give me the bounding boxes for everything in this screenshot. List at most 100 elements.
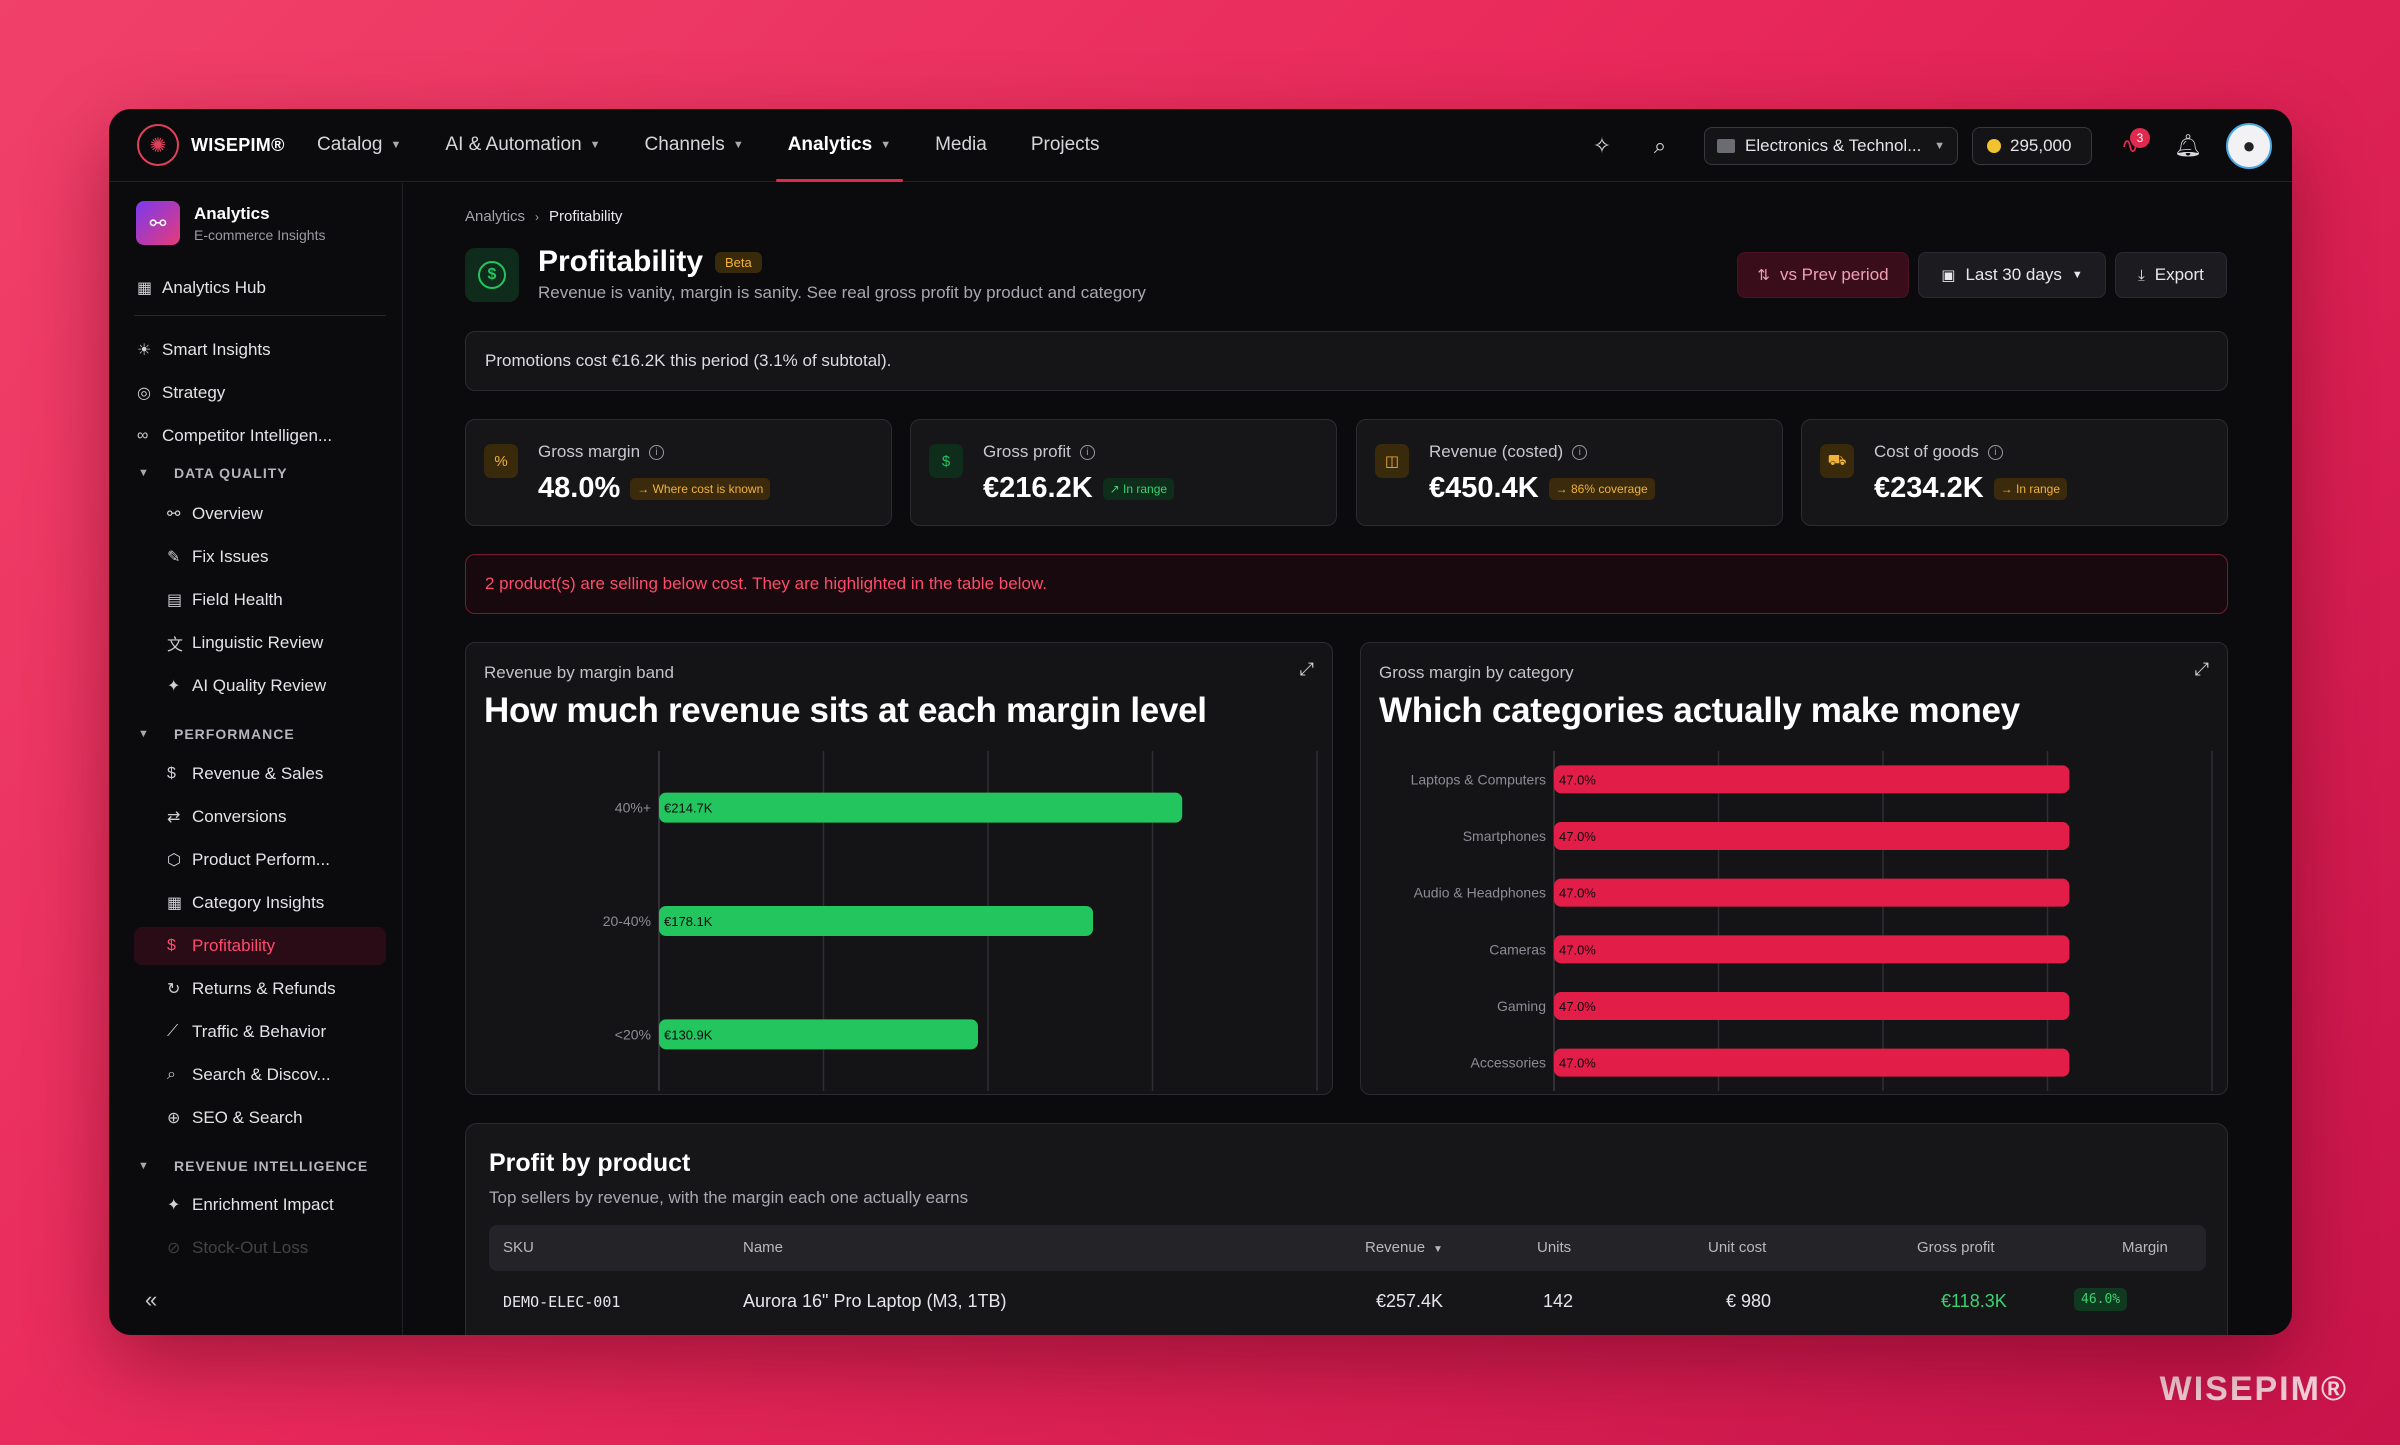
search-icon: ⌕: [167, 1066, 176, 1083]
category-label: Accessories: [1471, 1055, 1546, 1071]
column-header-gross-profit[interactable]: Gross profit: [1917, 1239, 1995, 1256]
info-icon[interactable]: i: [1572, 444, 1588, 460]
nav-label: Projects: [1030, 134, 1100, 155]
sparkle-icon[interactable]: ✧: [1592, 132, 1612, 158]
compare-prev-period-button[interactable]: ⇅ vs Prev period: [1737, 252, 1909, 298]
sidebar-item-competitor-intelligence[interactable]: ∞ Competitor Intelligen...: [134, 417, 386, 455]
sidebar-item-label: Linguistic Review: [192, 633, 324, 652]
chevron-down-icon: ▼: [2071, 269, 2083, 281]
chart-title: How much revenue sits at each margin lev…: [484, 691, 1207, 730]
nav-channels[interactable]: Channels ▼: [633, 109, 756, 182]
expand-icon[interactable]: ⤢: [2194, 659, 2209, 679]
store-selector[interactable]: Electronics & Technol... ▼: [1704, 126, 1958, 165]
sidebar-item-fix-issues[interactable]: ✎ Fix Issues: [134, 538, 386, 576]
cell-gross-profit: €118.3K: [1941, 1291, 2007, 1311]
sidebar-item-conversions[interactable]: ⇄ Conversions: [134, 798, 386, 836]
nav-media[interactable]: Media: [923, 109, 999, 182]
store-flag-icon: [1717, 138, 1735, 153]
nav-projects[interactable]: Projects: [1019, 109, 1112, 182]
info-icon[interactable]: i: [649, 444, 665, 460]
column-header-margin[interactable]: Margin: [2122, 1239, 2168, 1256]
section-performance[interactable]: ▼ PERFORMANCE: [136, 726, 295, 742]
section-label: DATA QUALITY: [174, 465, 288, 481]
refresh-icon: ↻: [167, 981, 181, 998]
nav-label: Catalog: [317, 134, 383, 155]
kpi-value: €234.2K: [1874, 472, 1984, 504]
bar[interactable]: [659, 906, 1094, 936]
sidebar-item-enrichment-impact[interactable]: ✦ Enrichment Impact: [134, 1186, 386, 1224]
sidebar-item-strategy[interactable]: ◎ Strategy: [134, 374, 386, 412]
sidebar-item-linguistic-review[interactable]: 文 Linguistic Review: [134, 624, 386, 662]
search-icon[interactable]: ⌕: [1653, 132, 1667, 158]
nav-catalog[interactable]: Catalog ▼: [305, 109, 413, 182]
nav-label: Media: [935, 134, 987, 155]
nav-analytics[interactable]: Analytics ▼: [775, 109, 904, 182]
sidebar-item-seo-search[interactable]: ⊕ SEO & Search: [134, 1099, 386, 1137]
section-label: PERFORMANCE: [174, 726, 295, 742]
credits-balance[interactable]: 295,000: [1972, 126, 2092, 165]
export-button[interactable]: ⤓ Export: [2115, 252, 2227, 298]
sidebar-item-product-performance[interactable]: ⬡ Product Perform...: [134, 841, 386, 879]
sidebar-item-ai-quality-review[interactable]: ✦ AI Quality Review: [134, 667, 386, 705]
chevron-down-icon: ▼: [589, 139, 601, 151]
bar[interactable]: [1554, 992, 2070, 1020]
translate-icon: 文: [167, 637, 184, 654]
chevron-down-icon: ▼: [732, 139, 744, 151]
sidebar-item-analytics-hub[interactable]: ▦ Analytics Hub: [134, 269, 386, 307]
kpi-revenue-costed: ◫ Revenue (costed) i €450.4K → 86% coverag…: [1356, 419, 1783, 526]
section-label: REVENUE INTELLIGENCE: [174, 1158, 369, 1174]
sidebar-item-label: Competitor Intelligen...: [162, 426, 333, 445]
column-header-revenue[interactable]: Revenue ▼: [1365, 1239, 1443, 1256]
section-revenue-intelligence[interactable]: ▼ REVENUE INTELLIGENCE: [136, 1158, 368, 1174]
chevron-down-icon: ▼: [138, 728, 150, 740]
bar[interactable]: [1554, 878, 2070, 907]
nav-ai-automation[interactable]: AI & Automation ▼: [433, 109, 612, 182]
bar[interactable]: [1554, 822, 2070, 850]
bar[interactable]: [659, 1019, 979, 1050]
sidebar-item-smart-insights[interactable]: ☀ Smart Insights: [134, 331, 386, 369]
bar-value-label: €178.1K: [664, 914, 713, 929]
bar[interactable]: [1554, 1048, 2070, 1077]
section-data-quality[interactable]: ▼ DATA QUALITY: [136, 465, 288, 481]
sidebar-item-revenue-sales[interactable]: $ Revenue & Sales: [134, 755, 386, 793]
kpi-value: €216.2K: [983, 472, 1093, 504]
column-header-units[interactable]: Units: [1537, 1239, 1572, 1256]
sidebar-item-category-insights[interactable]: ▦ Category Insights: [134, 884, 386, 922]
kpi-value-row: €216.2K ↗ In range: [983, 472, 1175, 505]
sidebar-item-profitability[interactable]: $ Profitability: [134, 927, 386, 965]
kpi-label: Revenue (costed): [1429, 442, 1564, 461]
sidebar-title: Analytics: [194, 203, 270, 223]
sidebar-item-returns-refunds[interactable]: ↻ Returns & Refunds: [134, 970, 386, 1008]
sidebar-item-label: Strategy: [162, 383, 226, 402]
date-range-select[interactable]: ▣ Last 30 days ▼: [1918, 252, 2106, 298]
column-header-sku[interactable]: SKU: [503, 1239, 534, 1256]
collapse-sidebar-icon[interactable]: «: [145, 1287, 158, 1312]
expand-icon[interactable]: ⤢: [1299, 659, 1314, 679]
bar[interactable]: [1554, 765, 2070, 794]
cell-name: Aurora 16" Pro Laptop (M3, 1TB): [743, 1291, 1007, 1311]
sidebar-item-stock-out-loss[interactable]: ⊘ Stock-Out Loss: [134, 1229, 386, 1267]
table-header: SKU Name Revenue ▼ Units Unit cost Gross …: [489, 1225, 2206, 1271]
bar-value-label: €214.7K: [664, 801, 713, 816]
column-header-unit-cost[interactable]: Unit cost: [1708, 1239, 1767, 1256]
analytics-icon: ⚯: [136, 201, 180, 245]
sidebar-item-overview[interactable]: ⚯ Overview: [134, 495, 386, 533]
sidebar-item-traffic-behavior[interactable]: ⟋ Traffic & Behavior: [134, 1013, 386, 1051]
info-icon[interactable]: i: [1987, 444, 2003, 460]
brand[interactable]: ✺ WISEPIM®: [137, 124, 297, 166]
sidebar-item-field-health[interactable]: ▤ Field Health: [134, 581, 386, 619]
kpi-label: Gross profit: [983, 442, 1071, 461]
category-label: Gaming: [1497, 998, 1546, 1014]
info-icon[interactable]: i: [1079, 444, 1095, 460]
breadcrumb-analytics[interactable]: Analytics: [465, 208, 526, 225]
pulse-icon[interactable]: ∿ 3: [2110, 126, 2150, 166]
coins-icon: ◫: [1375, 444, 1409, 478]
sidebar-item-search-discovery[interactable]: ⌕ Search & Discov...: [134, 1056, 386, 1094]
bar[interactable]: [659, 792, 1183, 823]
category-label: Audio & Headphones: [1414, 885, 1546, 901]
calendar-icon: ▣: [1941, 267, 1956, 284]
bell-icon[interactable]: 🔔︎: [2174, 132, 2202, 158]
user-avatar[interactable]: ●: [2226, 122, 2272, 169]
column-header-name[interactable]: Name: [743, 1239, 784, 1256]
bar[interactable]: [1554, 935, 2070, 964]
